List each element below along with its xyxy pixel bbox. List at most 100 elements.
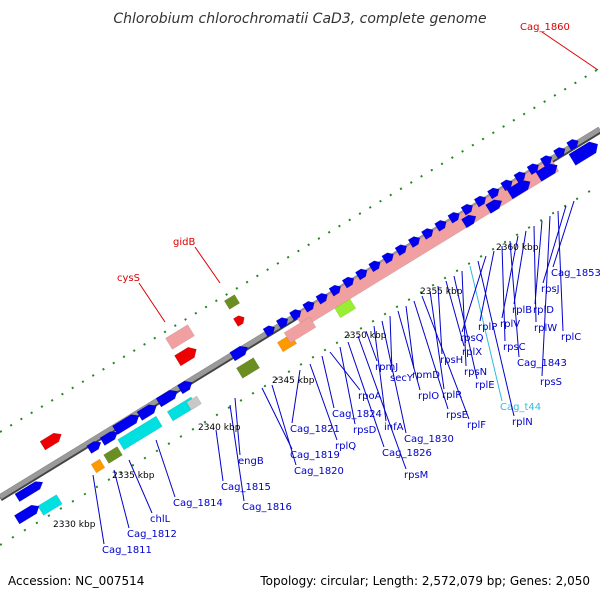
gene-feature bbox=[553, 147, 566, 159]
gene-label: Cag_1814 bbox=[173, 498, 223, 509]
gene-feature bbox=[526, 163, 539, 176]
gene-label: rpsC bbox=[503, 342, 526, 353]
gene-label: secY bbox=[390, 373, 414, 384]
callout-line bbox=[194, 246, 221, 284]
gene-label: rpsH bbox=[440, 355, 463, 366]
inner-dotted-line bbox=[0, 184, 600, 546]
scale-label: 2335 kbp bbox=[112, 471, 155, 481]
gene-feature bbox=[460, 203, 473, 216]
gene-feature bbox=[283, 316, 317, 344]
gene-label: rpsM bbox=[404, 470, 428, 481]
callout-line bbox=[309, 363, 338, 441]
callout-line bbox=[533, 225, 537, 323]
gene-feature bbox=[117, 415, 163, 451]
callout-line bbox=[365, 330, 378, 362]
callout-line bbox=[357, 335, 407, 470]
gene-label: rplN bbox=[512, 417, 533, 428]
gene-label: Cag_1826 bbox=[382, 448, 432, 459]
gene-feature bbox=[103, 446, 123, 464]
gene-label: rpmD bbox=[412, 370, 440, 381]
callout-line bbox=[461, 270, 467, 367]
gene-label: Cag_1820 bbox=[294, 466, 344, 477]
gene-feature bbox=[186, 395, 202, 411]
gene-label: rplB bbox=[512, 305, 532, 316]
callout-line bbox=[429, 290, 445, 390]
gene-label: Cag_1815 bbox=[221, 482, 271, 493]
gene-feature bbox=[421, 228, 434, 240]
gene-label: Cag_1819 bbox=[290, 450, 340, 461]
gene-feature bbox=[90, 458, 106, 474]
callout-line bbox=[389, 315, 393, 373]
gene-feature bbox=[315, 292, 328, 305]
gene-label: rplV bbox=[500, 319, 520, 330]
gene-feature bbox=[165, 324, 195, 350]
callout-line bbox=[541, 31, 599, 71]
callout-line bbox=[413, 300, 449, 410]
gene-feature bbox=[275, 317, 289, 329]
callout-line bbox=[501, 245, 506, 342]
gene-label: rpsQ bbox=[460, 333, 484, 344]
gene-label: chlL bbox=[150, 514, 171, 525]
callout-line bbox=[513, 230, 527, 305]
callout-line bbox=[534, 220, 543, 305]
gene-feature bbox=[99, 431, 119, 446]
callout-line bbox=[347, 341, 385, 448]
callout-line bbox=[453, 275, 478, 380]
gene-label: rplP bbox=[478, 322, 497, 333]
gene-feature bbox=[39, 432, 62, 451]
gene-label: Cag_1816 bbox=[242, 502, 292, 513]
gene-label: rplX bbox=[462, 347, 482, 358]
callout-line bbox=[92, 474, 105, 545]
gene-feature bbox=[14, 481, 44, 503]
gene-label: rplW bbox=[534, 323, 557, 334]
callout-line bbox=[291, 369, 301, 424]
callout-line bbox=[461, 255, 487, 333]
gene-label: Cag_1843 bbox=[517, 358, 567, 369]
scale-label: 2340 kbp bbox=[198, 423, 241, 433]
gene-feature bbox=[328, 284, 341, 297]
callout-line bbox=[321, 355, 335, 409]
gene-label: rpsD bbox=[353, 425, 377, 436]
callout-line bbox=[437, 285, 443, 355]
gene-feature bbox=[302, 301, 315, 313]
callout-line bbox=[552, 200, 575, 268]
callout-line bbox=[155, 439, 176, 498]
gene-feature bbox=[368, 260, 381, 273]
gene-feature bbox=[485, 199, 503, 214]
gene-feature bbox=[461, 214, 477, 229]
gene-feature bbox=[223, 294, 241, 310]
gene-label: rplR bbox=[442, 390, 462, 401]
gene-label: Cag_1860 bbox=[520, 22, 570, 33]
gene-label: rpsS bbox=[540, 377, 562, 388]
gene-feature bbox=[37, 494, 63, 516]
gene-feature bbox=[235, 357, 261, 379]
gene-label: Cag_1811 bbox=[102, 545, 152, 556]
gene-label: Cag_1853 bbox=[551, 268, 600, 279]
gene-label: engB bbox=[238, 456, 264, 467]
gene-label: Cag_1830 bbox=[404, 434, 454, 445]
gene-feature bbox=[487, 187, 500, 200]
callout-line bbox=[128, 459, 153, 514]
accession-text: Accession: NC_007514 bbox=[8, 574, 144, 588]
gene-label: Cag_1812 bbox=[127, 529, 177, 540]
gene-label: Cag_1824 bbox=[332, 409, 382, 420]
gene-label: gidB bbox=[173, 237, 195, 248]
gene-feature bbox=[568, 141, 599, 166]
gene-label: rplC bbox=[561, 332, 581, 343]
gene-feature bbox=[136, 404, 157, 421]
callout-line bbox=[215, 429, 224, 482]
gene-feature bbox=[174, 347, 197, 367]
gene-label: Cag_t44 bbox=[500, 402, 541, 413]
gene-feature bbox=[229, 345, 249, 362]
gene-label: rpmJ bbox=[375, 362, 398, 373]
gene-feature bbox=[86, 441, 102, 454]
gene-feature bbox=[473, 195, 487, 208]
callout-line bbox=[339, 346, 356, 425]
gene-feature bbox=[341, 276, 355, 289]
callout-line bbox=[479, 250, 495, 322]
callout-line bbox=[477, 260, 515, 417]
scale-label: 2360 kbp bbox=[496, 243, 539, 253]
callout-line bbox=[138, 282, 166, 323]
